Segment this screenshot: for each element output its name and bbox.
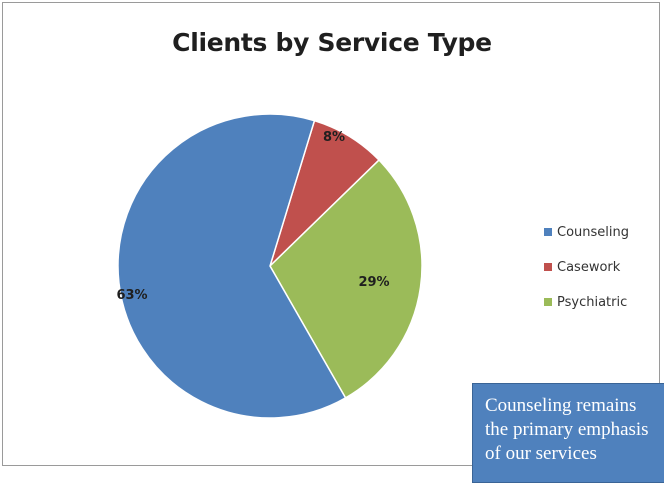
legend-swatch-psychiatric: [544, 298, 552, 306]
chart-title: Clients by Service Type: [172, 28, 492, 57]
legend-swatch-counseling: [544, 228, 552, 236]
data-label-casework: 8%: [323, 130, 345, 145]
legend-item-counseling: Counseling: [544, 221, 629, 243]
legend-label-psychiatric: Psychiatric: [557, 294, 628, 310]
pie-slice-counseling: [117, 113, 347, 419]
legend-label-casework: Casework: [557, 259, 621, 275]
legend-item-psychiatric: Psychiatric: [544, 291, 629, 313]
pie-chart: 63% 8% 29%: [116, 113, 423, 419]
legend: Counseling Casework Psychiatric: [544, 221, 629, 326]
pie-slice-psychiatric: [269, 158, 423, 399]
legend-swatch-casework: [544, 263, 552, 271]
callout-box: Counseling remains the primary emphasis …: [472, 383, 664, 483]
legend-label-counseling: Counseling: [557, 224, 629, 240]
data-label-counseling: 63%: [116, 288, 147, 303]
data-label-psychiatric: 29%: [358, 275, 389, 290]
legend-item-casework: Casework: [544, 256, 629, 278]
